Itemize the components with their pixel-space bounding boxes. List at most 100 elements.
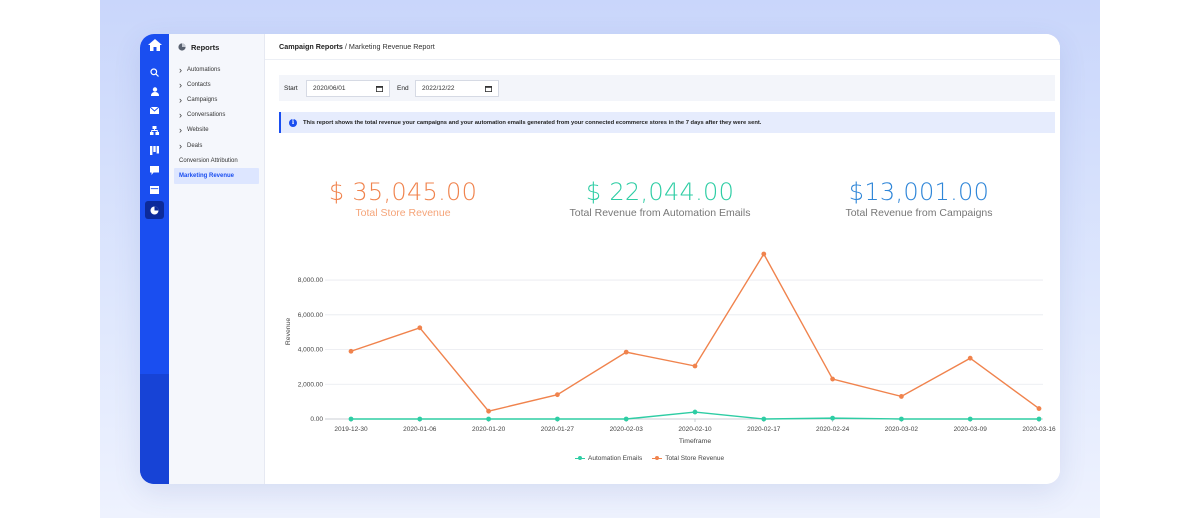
- subnav-item-campaigns[interactable]: › Campaigns: [169, 92, 264, 107]
- breadcrumb: Campaign Reports / Marketing Revenue Rep…: [265, 34, 1060, 60]
- reports-icon[interactable]: [145, 201, 172, 219]
- contacts-icon[interactable]: [145, 83, 164, 99]
- calendar-icon: [485, 85, 492, 92]
- data-point: [692, 409, 698, 415]
- chevron-right-icon: ›: [179, 140, 182, 151]
- reports-subnav: Reports › Automations › Contacts › Campaigns ›…: [169, 34, 265, 484]
- data-point: [967, 416, 973, 422]
- date-filter-row: Start 2020/06/01 End 2022/12/22: [279, 75, 1055, 101]
- end-date-value: 2022/12/22: [422, 84, 455, 92]
- data-point: [967, 355, 973, 361]
- website-icon[interactable]: [145, 182, 164, 198]
- home-icon[interactable]: [145, 37, 164, 53]
- x-tick-label: 2020-01-06: [403, 426, 437, 433]
- subnav-item-marketing-revenue[interactable]: Marketing Revenue: [174, 168, 259, 184]
- chevron-right-icon: ›: [179, 64, 182, 75]
- subnav-list: › Automations › Contacts › Campaigns › Conversa…: [169, 62, 264, 184]
- end-label: End: [397, 84, 409, 92]
- y-axis-title: Revenue: [285, 318, 292, 345]
- x-tick-label: 2020-03-16: [1022, 426, 1056, 433]
- data-point: [899, 394, 904, 399]
- y-tick-label: 4,000.00: [298, 347, 324, 354]
- stat-value: $ 35,045.00: [328, 178, 478, 206]
- subnav-item-label: Website: [187, 127, 209, 134]
- subnav-item-label: Contacts: [187, 81, 211, 88]
- subnav-item-label: Marketing Revenue: [179, 172, 235, 179]
- subnav-item-website[interactable]: › Website: [169, 123, 264, 138]
- data-point: [692, 363, 698, 369]
- x-tick-label: 2020-03-09: [954, 426, 988, 433]
- subnav-item-label: Automations: [187, 66, 221, 73]
- breadcrumb-separator: /: [342, 42, 349, 51]
- left-rail: [140, 34, 172, 484]
- campaigns-icon[interactable]: [145, 102, 164, 118]
- automations-icon[interactable]: [145, 122, 164, 138]
- calendar-icon: [376, 85, 383, 92]
- stat-campaign-revenue: $13,001.00 Total Revenue from Campaigns: [819, 179, 1019, 219]
- subnav-item-automations[interactable]: › Automations: [169, 62, 264, 77]
- legend-item[interactable]: Total Store Revenue: [652, 455, 724, 462]
- conversations-icon[interactable]: [145, 162, 164, 178]
- subnav-title: Reports: [191, 42, 220, 52]
- x-tick-label: 2020-02-17: [747, 426, 781, 433]
- subnav-item-label: Campaigns: [187, 96, 218, 103]
- legend-swatch: [652, 456, 663, 460]
- subnav-item-label: Conversion Attribution: [179, 157, 238, 164]
- data-point: [1036, 416, 1042, 422]
- data-point: [555, 416, 560, 422]
- start-date-input[interactable]: 2020/06/01: [306, 79, 390, 97]
- subnav-item-contacts[interactable]: › Contacts: [169, 77, 264, 92]
- end-date-input[interactable]: 2022/12/22: [415, 79, 499, 97]
- breadcrumb-current: Marketing Revenue Report: [348, 42, 435, 51]
- subnav-header: Reports: [169, 34, 264, 54]
- x-tick-label: 2019-12-30: [334, 426, 368, 433]
- data-point: [348, 416, 354, 422]
- x-tick-label: 2020-02-24: [816, 426, 850, 433]
- stat-total-store-revenue: $ 35,045.00 Total Store Revenue: [323, 179, 483, 219]
- data-point: [830, 376, 835, 382]
- data-point: [623, 349, 629, 355]
- legend-label: Total Store Revenue: [665, 455, 725, 462]
- stat-label: Total Store Revenue: [355, 207, 451, 219]
- rail-footer: [140, 374, 169, 484]
- x-axis-title: Timeframe: [679, 438, 711, 445]
- legend-swatch: [575, 456, 585, 460]
- subnav-item-label: Deals: [187, 142, 203, 149]
- info-text: This report shows the total revenue your…: [303, 119, 762, 126]
- data-point: [623, 416, 629, 422]
- x-tick-label: 2020-03-02: [885, 426, 919, 433]
- x-tick-label: 2020-02-03: [610, 426, 644, 433]
- chevron-right-icon: ›: [179, 79, 182, 90]
- subnav-item-conversations[interactable]: › Conversations: [169, 108, 264, 123]
- data-point: [899, 416, 904, 422]
- x-tick-label: 2020-01-20: [472, 426, 506, 433]
- data-point: [417, 416, 423, 422]
- x-tick-label: 2020-01-27: [541, 426, 575, 433]
- data-point: [761, 251, 767, 257]
- data-point: [830, 415, 835, 421]
- data-point: [555, 392, 560, 398]
- series-line-total-store-revenue: [350, 252, 1040, 412]
- subnav-item-deals[interactable]: › Deals: [169, 138, 264, 153]
- legend-label: Automation Emails: [588, 455, 643, 462]
- x-tick-label: 2020-02-10: [678, 426, 712, 433]
- start-label: Start: [284, 84, 298, 92]
- pie-chart-icon: [178, 43, 186, 51]
- data-point: [486, 416, 491, 422]
- breadcrumb-section[interactable]: Campaign Reports: [279, 42, 343, 51]
- stat-label: Total Revenue from Automation Emails: [569, 207, 751, 219]
- stat-automation-revenue: $ 22,044.00 Total Revenue from Automatio…: [545, 179, 775, 219]
- revenue-line-chart: 0.00 2,000.00 4,000.00 6,000.00 8,000.00 2019…: [285, 251, 1056, 445]
- y-tick-label: 2,000.00: [298, 381, 324, 388]
- subnav-item-conversion-attribution[interactable]: Conversion Attribution: [169, 153, 264, 168]
- info-banner: i This report shows the total revenue yo…: [279, 112, 1055, 133]
- data-point: [486, 408, 491, 414]
- stat-label: Total Revenue from Campaigns: [845, 207, 993, 219]
- main-content: Campaign Reports / Marketing Revenue Rep…: [265, 34, 1060, 484]
- deals-icon[interactable]: [145, 142, 164, 158]
- y-tick-label: 0.00: [310, 416, 323, 423]
- stat-value: $ 22,044.00: [585, 178, 735, 206]
- search-icon[interactable]: [145, 64, 164, 80]
- data-point: [417, 325, 423, 331]
- legend-item[interactable]: Automation Emails: [575, 455, 642, 462]
